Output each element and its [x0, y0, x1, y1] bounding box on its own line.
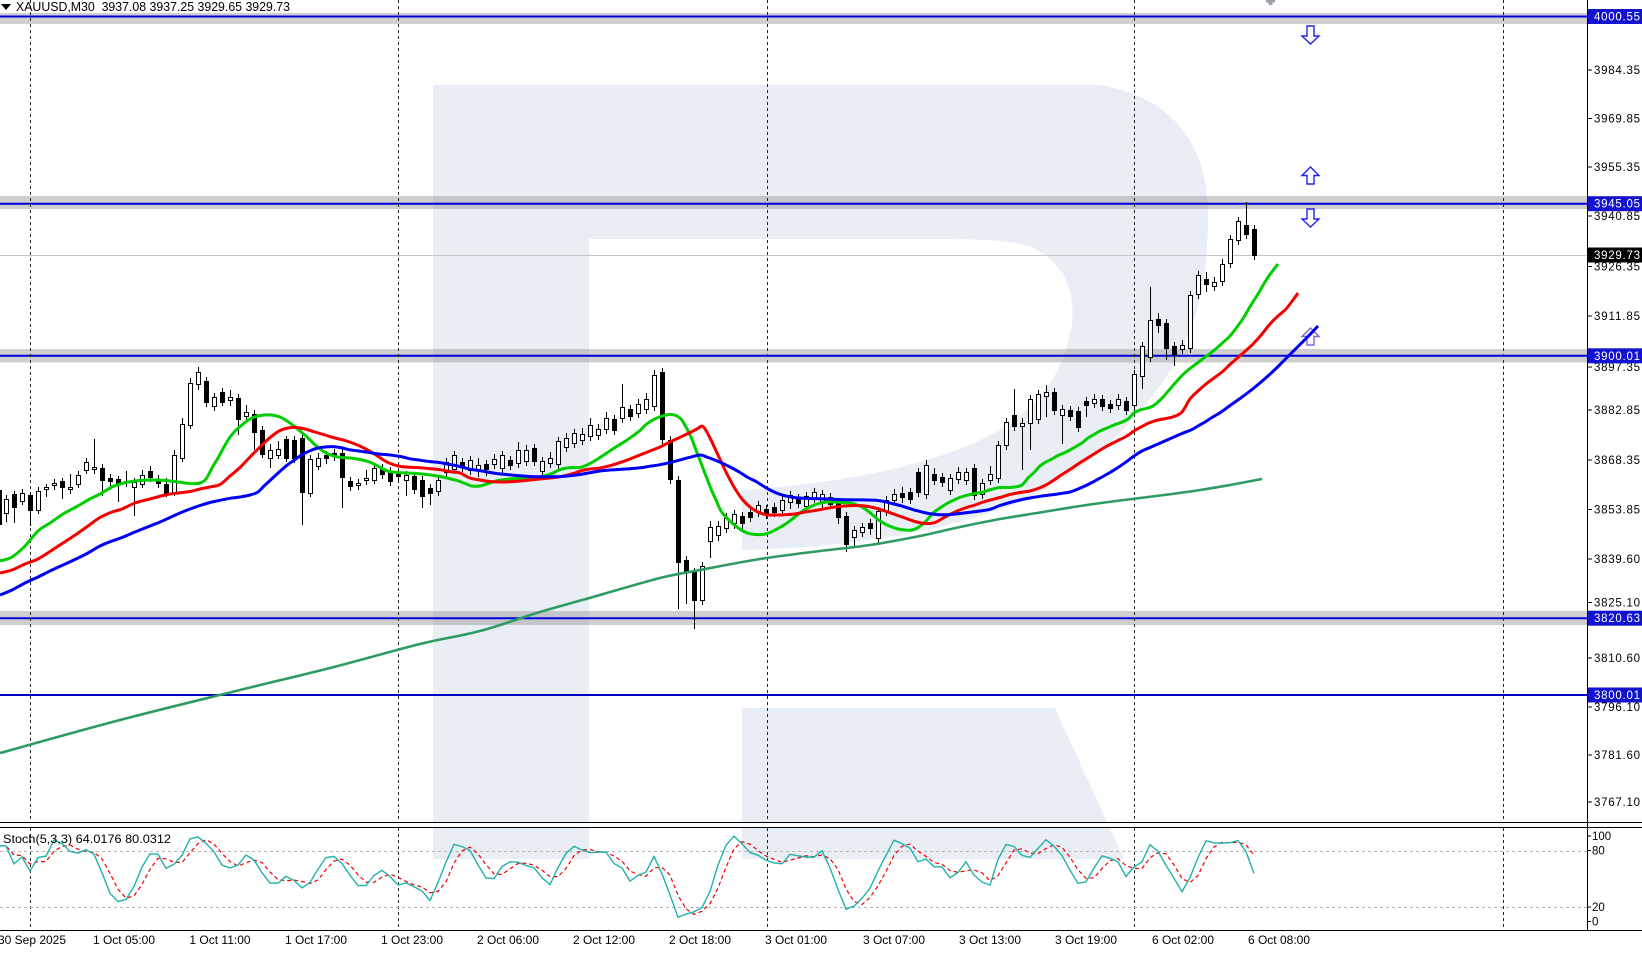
svg-text:3911.85: 3911.85 — [1594, 311, 1640, 323]
svg-text:80: 80 — [1592, 846, 1605, 858]
svg-text:3969.85: 3969.85 — [1594, 114, 1640, 126]
svg-text:3825.10: 3825.10 — [1594, 598, 1640, 610]
svg-text:1 Oct 05:00: 1 Oct 05:00 — [93, 933, 155, 947]
svg-text:3940.85: 3940.85 — [1594, 211, 1640, 223]
svg-text:4000.55: 4000.55 — [1594, 12, 1640, 24]
svg-text:3839.60: 3839.60 — [1594, 554, 1640, 566]
svg-text:3984.35: 3984.35 — [1594, 65, 1640, 77]
svg-text:1 Oct 17:00: 1 Oct 17:00 — [285, 933, 347, 947]
svg-text:3781.60: 3781.60 — [1594, 750, 1640, 762]
svg-text:1 Oct 23:00: 1 Oct 23:00 — [381, 933, 443, 947]
svg-text:3820.63: 3820.63 — [1594, 613, 1640, 625]
svg-text:6 Oct 02:00: 6 Oct 02:00 — [1152, 933, 1214, 947]
svg-text:3 Oct 13:00: 3 Oct 13:00 — [959, 933, 1021, 947]
svg-text:3 Oct 07:00: 3 Oct 07:00 — [863, 933, 925, 947]
svg-text:100: 100 — [1592, 831, 1611, 843]
svg-text:30 Sep 2025: 30 Sep 2025 — [0, 933, 66, 947]
svg-text:6 Oct 08:00: 6 Oct 08:00 — [1248, 933, 1310, 947]
svg-text:3800.01: 3800.01 — [1594, 690, 1640, 702]
svg-text:3882.85: 3882.85 — [1594, 405, 1640, 417]
svg-text:3810.60: 3810.60 — [1594, 653, 1640, 665]
svg-text:3853.85: 3853.85 — [1594, 505, 1640, 517]
svg-text:3 Oct 01:00: 3 Oct 01:00 — [765, 933, 827, 947]
svg-text:3900.01: 3900.01 — [1594, 351, 1640, 363]
svg-text:0: 0 — [1592, 917, 1598, 929]
svg-text:Stoch(5,3,3) 64.0176 80.0312: Stoch(5,3,3) 64.0176 80.0312 — [3, 832, 171, 846]
svg-text:3929.73: 3929.73 — [1594, 250, 1640, 262]
svg-text:3955.35: 3955.35 — [1594, 162, 1640, 174]
svg-text:20: 20 — [1592, 902, 1605, 914]
svg-text:3767.10: 3767.10 — [1594, 797, 1640, 809]
svg-text:3 Oct 19:00: 3 Oct 19:00 — [1055, 933, 1117, 947]
svg-text:3897.35: 3897.35 — [1594, 362, 1640, 374]
svg-text:2 Oct 18:00: 2 Oct 18:00 — [669, 933, 731, 947]
svg-text:3945.05: 3945.05 — [1594, 199, 1640, 211]
svg-text:1 Oct 11:00: 1 Oct 11:00 — [189, 933, 250, 947]
svg-text:XAUUSD,M30 3937.08 3937.25 39: XAUUSD,M30 3937.08 3937.25 3929.65 3929.… — [16, 0, 290, 14]
svg-text:3796.10: 3796.10 — [1594, 702, 1640, 714]
svg-text:2 Oct 06:00: 2 Oct 06:00 — [477, 933, 539, 947]
svg-text:3868.35: 3868.35 — [1594, 455, 1640, 467]
svg-text:3926.35: 3926.35 — [1594, 262, 1640, 274]
svg-text:2 Oct 12:00: 2 Oct 12:00 — [573, 933, 635, 947]
